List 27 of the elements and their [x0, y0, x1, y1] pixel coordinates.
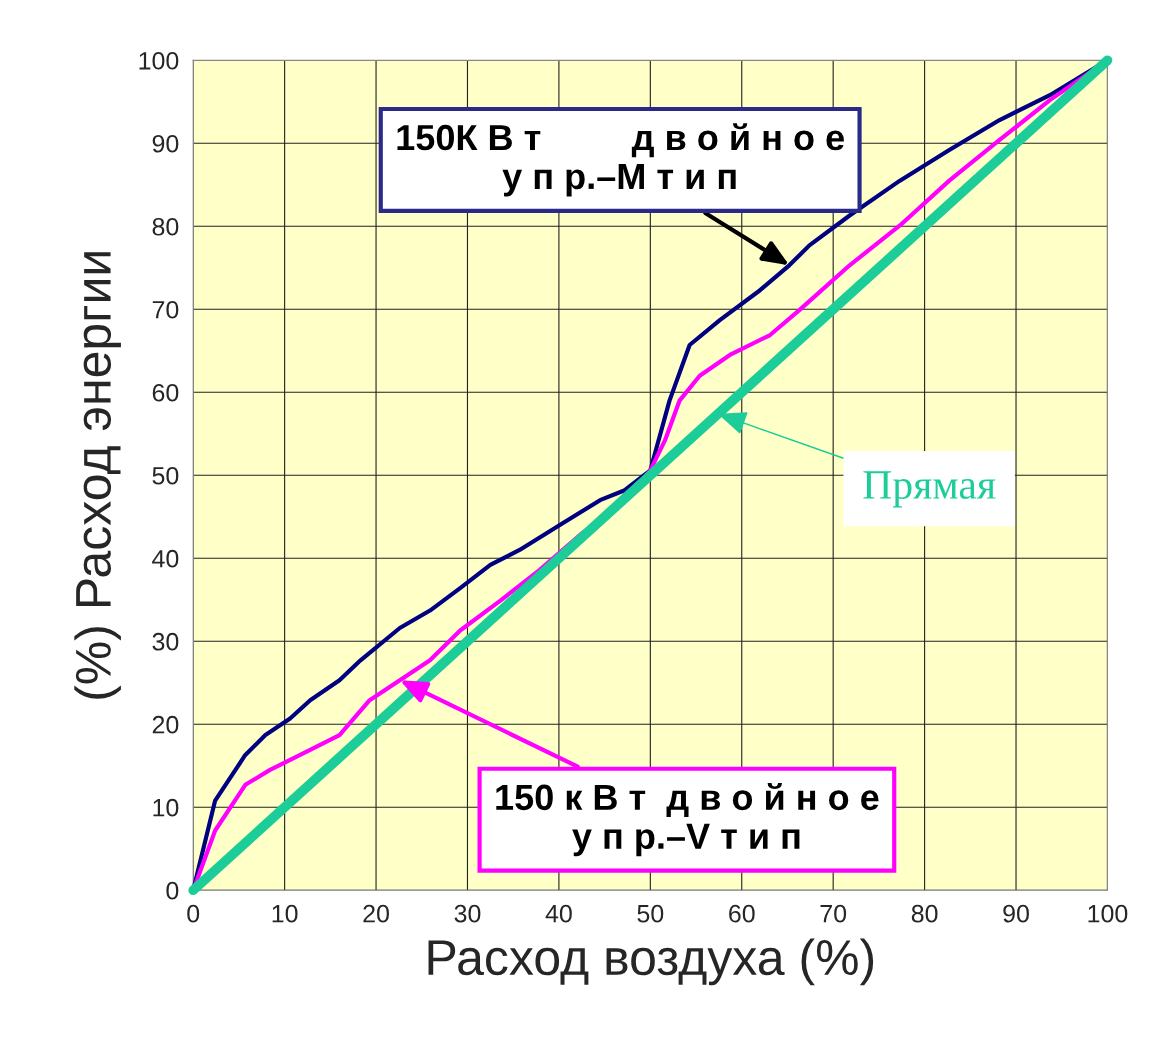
y-tick-label: 60 — [152, 383, 179, 402]
x-tick-label: 100 — [1088, 904, 1128, 923]
annotation: Прямая — [863, 471, 996, 508]
annotation: 150К В т д в о й н о е у п р.–М т и п — [397, 123, 844, 197]
x-tick-label: 0 — [187, 904, 200, 923]
x-tick-label: 20 — [363, 904, 389, 923]
y-tick-label: 30 — [152, 632, 179, 651]
x-tick-label: 70 — [820, 904, 847, 923]
y-tick-label: 100 — [139, 51, 179, 70]
y-tick-label: 80 — [152, 217, 179, 236]
y-tick-label: 90 — [152, 134, 179, 153]
x-tick-label: 80 — [911, 904, 938, 923]
y-tick-label: 0 — [166, 881, 179, 900]
y-axis-title: (%) Расход энергии — [74, 252, 121, 699]
x-tick-label: 60 — [729, 904, 755, 923]
y-tick-label: 10 — [153, 798, 179, 817]
y-tick-label: 40 — [152, 549, 179, 568]
x-tick-label: 30 — [454, 904, 481, 923]
x-tick-label: 50 — [637, 904, 664, 923]
y-tick-label: 50 — [152, 466, 179, 485]
y-tick-label: 20 — [152, 715, 179, 734]
x-axis-title: Расход воздуха (%) — [428, 938, 874, 986]
x-tick-label: 10 — [272, 904, 298, 923]
y-tick-label: 70 — [152, 300, 179, 319]
x-tick-label: 90 — [1003, 904, 1029, 923]
x-tick-label: 40 — [545, 904, 572, 923]
annotation: 150 к В т д в о й н о е у п р.–V т и п — [496, 782, 879, 857]
